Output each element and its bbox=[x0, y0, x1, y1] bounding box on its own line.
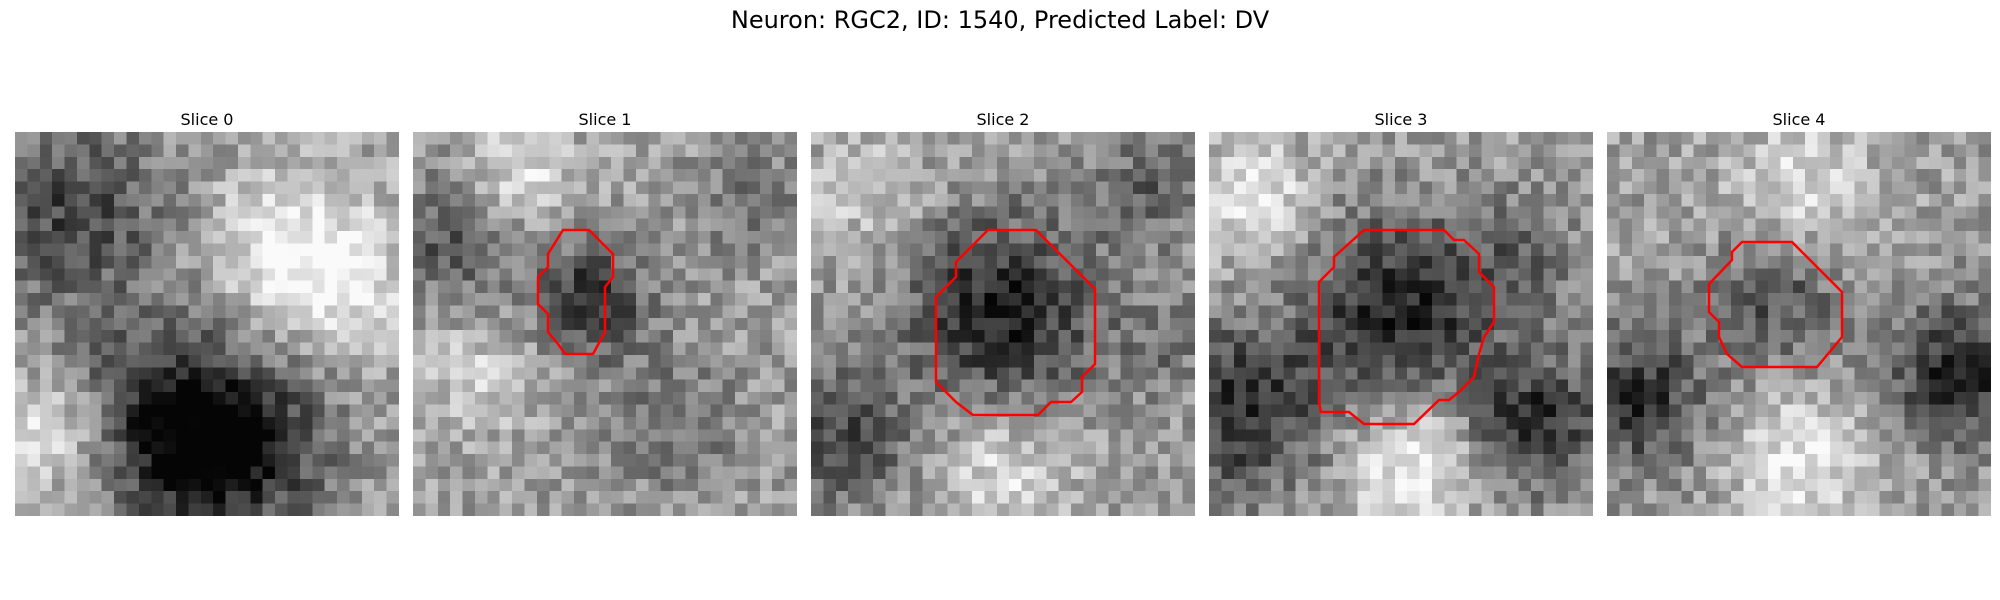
slice-panel-4: Slice 4 bbox=[1607, 108, 1991, 516]
slice-image bbox=[15, 132, 399, 516]
microscopy-image bbox=[1607, 132, 1991, 516]
roi-contour-overlay bbox=[934, 228, 1097, 417]
slice-image bbox=[1607, 132, 1991, 516]
roi-contour-overlay bbox=[1707, 240, 1844, 369]
roi-contour bbox=[1707, 240, 1844, 369]
slice-panel-1: Slice 1 bbox=[413, 108, 797, 516]
slice-title: Slice 2 bbox=[976, 110, 1030, 129]
roi-contour bbox=[1317, 228, 1496, 426]
microscopy-image bbox=[1209, 132, 1593, 516]
slice-panel-3: Slice 3 bbox=[1209, 108, 1593, 516]
roi-contour bbox=[934, 228, 1097, 417]
slice-image bbox=[413, 132, 797, 516]
roi-contour-overlay bbox=[536, 228, 615, 356]
roi-contour bbox=[536, 228, 615, 356]
slice-title: Slice 1 bbox=[578, 110, 632, 129]
slice-title: Slice 0 bbox=[180, 110, 234, 129]
slice-image bbox=[811, 132, 1195, 516]
slice-title: Slice 4 bbox=[1772, 110, 1826, 129]
slice-title: Slice 3 bbox=[1374, 110, 1428, 129]
microscopy-image bbox=[15, 132, 399, 516]
figure-title: Neuron: RGC2, ID: 1540, Predicted Label:… bbox=[730, 6, 1270, 34]
slice-image bbox=[1209, 132, 1593, 516]
slice-panel-2: Slice 2 bbox=[811, 108, 1195, 516]
microscopy-image bbox=[811, 132, 1195, 516]
roi-contour-overlay bbox=[1317, 228, 1496, 426]
slice-panel-0: Slice 0 bbox=[15, 108, 399, 516]
